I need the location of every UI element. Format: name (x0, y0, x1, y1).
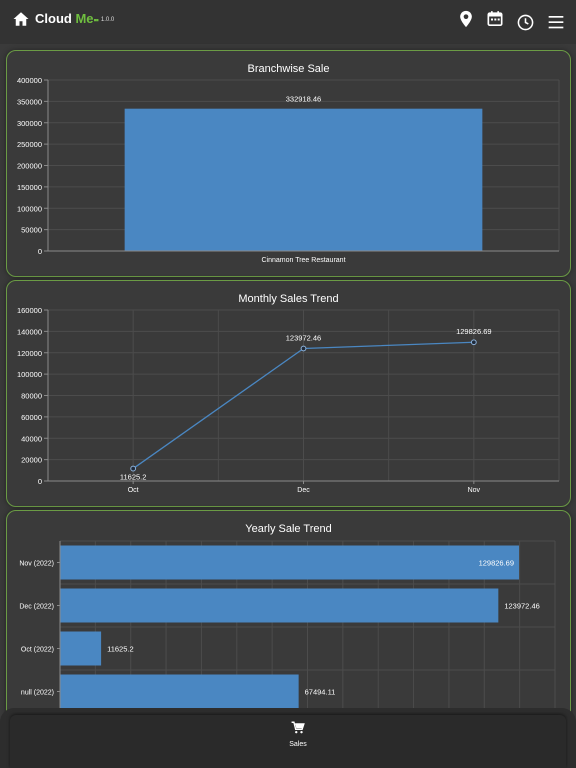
bar-data-label: 67494.11 (305, 688, 336, 697)
brand-logo: Cloud Me▪▪ 1.0.0 (35, 11, 114, 26)
bar-data-label: 11625.2 (107, 645, 134, 654)
cart-icon (291, 721, 305, 734)
branchwise-sale-chart: 0 50000 100000 150000 200000 250000 300000 3500… (17, 76, 560, 264)
brand-me-text: Me (75, 11, 94, 26)
y-tick-label: 160000 (17, 306, 42, 315)
y-tick-label: 400000 (17, 76, 42, 85)
bar (60, 588, 499, 623)
x-tick-label: Oct (128, 487, 139, 494)
y-tick-label: null (2022) (21, 690, 54, 697)
x-tick-label: Nov (468, 487, 481, 494)
point-data-label: 123972.46 (286, 334, 321, 343)
tab-sales[interactable]: Sales (270, 721, 326, 748)
menu-icon[interactable] (548, 15, 564, 29)
brand-dots: ▪▪ (93, 15, 99, 25)
y-tick-label: 20000 (21, 456, 42, 465)
y-tick-label: Oct (2022) (21, 647, 54, 654)
data-point (470, 339, 477, 346)
point-data-label: 129826.69 (456, 327, 491, 336)
header-actions (459, 6, 564, 31)
branchwise-sale-card: Branchwise Sale 0 50000 100000 150000 200000… (6, 50, 571, 277)
y-tick-label: 150000 (17, 183, 42, 192)
y-tick-label: 140000 (17, 327, 42, 336)
y-tick-label: 300000 (17, 119, 42, 128)
y-tick-label: 350000 (17, 97, 42, 106)
y-tick-label: 0 (38, 247, 42, 256)
home-icon[interactable] (12, 10, 30, 28)
point-data-label: 11625.2 (120, 473, 147, 482)
bar-data-label: 129826.69 (479, 559, 514, 568)
monthly-sales-trend-title: Monthly Sales Trend (238, 293, 339, 305)
bottom-nav: Sales (10, 715, 566, 768)
yearly-sale-trend-chart: Nov (2022) 129826.69 Dec (2022) 123972.46 Oc… (19, 540, 556, 713)
tab-sales-label: Sales (289, 741, 307, 748)
calendar-icon[interactable] (487, 10, 503, 27)
y-tick-label: 200000 (17, 162, 42, 171)
location-pin-icon[interactable] (459, 10, 473, 28)
data-point (300, 345, 307, 352)
bar (60, 631, 102, 666)
x-tick-label: Dec (297, 487, 310, 494)
y-tick-label: Nov (2022) (19, 561, 54, 568)
y-tick-label: 250000 (17, 140, 42, 149)
app-header: Cloud Me▪▪ 1.0.0 (0, 0, 576, 44)
y-tick-label: 60000 (21, 413, 42, 422)
branchwise-sale-title: Branchwise Sale (247, 63, 330, 75)
y-tick-label: 0 (38, 477, 42, 486)
y-tick-label: 80000 (21, 392, 42, 401)
yearly-sale-trend-title: Yearly Sale Trend (245, 523, 332, 535)
bar-data-label: 123972.46 (504, 602, 539, 611)
y-tick-label: 120000 (17, 349, 42, 358)
brand-cloud-text: Cloud (35, 11, 76, 26)
bar (60, 674, 299, 709)
y-tick-label: 100000 (17, 204, 42, 213)
x-tick-label: Cinnamon Tree Restaurant (261, 257, 345, 264)
monthly-sales-trend-chart: 0 20000 40000 60000 80000 100000 120000 140000 1… (17, 306, 560, 494)
clock-icon[interactable] (517, 14, 534, 31)
y-tick-label: 40000 (21, 434, 42, 443)
bar (60, 545, 520, 580)
monthly-sales-trend-card: Monthly Sales Trend 0 20000 40000 60000 8000… (6, 280, 571, 507)
y-tick-label: 100000 (17, 370, 42, 379)
y-tick-label: Dec (2022) (19, 604, 54, 611)
bar (124, 108, 483, 251)
bar-data-label: 332918.46 (286, 95, 321, 104)
app-version: 1.0.0 (100, 16, 115, 23)
data-point (130, 465, 137, 472)
y-tick-label: 50000 (21, 226, 42, 235)
